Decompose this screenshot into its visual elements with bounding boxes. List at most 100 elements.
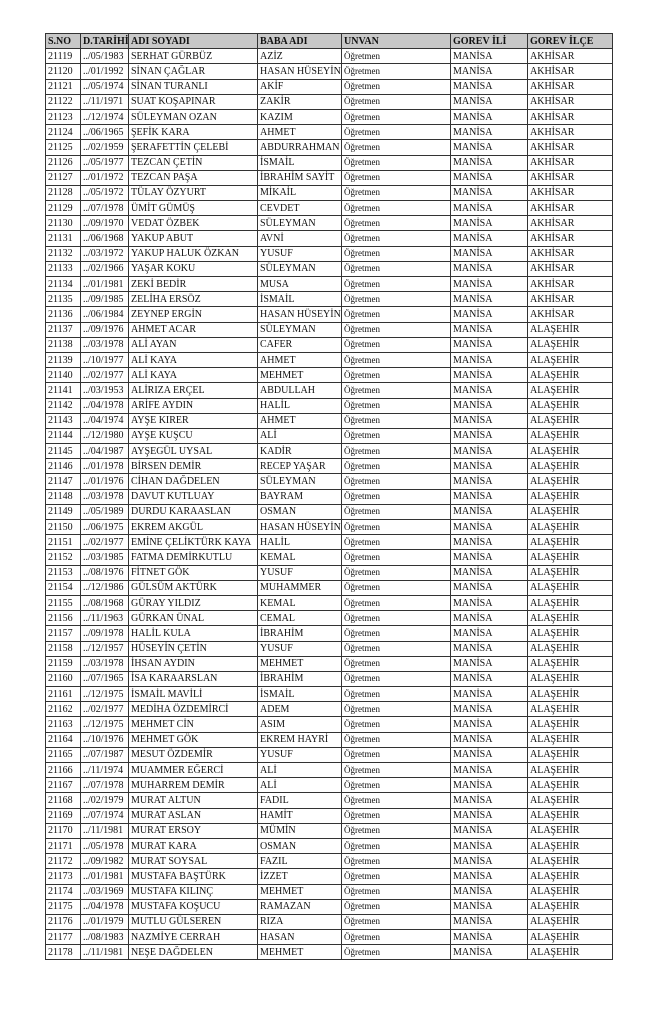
table-cell: MANİSA	[450, 215, 528, 232]
table-cell: AKHİSAR	[527, 306, 613, 323]
table-cell: Öğretmen	[341, 154, 451, 171]
table-cell: 21129	[45, 200, 81, 217]
table-cell: ALAŞEHİR	[527, 853, 613, 870]
table-cell: MANİSA	[450, 898, 528, 915]
table-row: 21124 ../06/1965 ŞEFİK KARA AHMET Öğretmen MA…	[45, 124, 613, 141]
table-row: 21145 ../04/1987 AYŞEGÜL UYSAL KADİR Öğretme…	[45, 443, 613, 460]
table-cell: Öğretmen	[341, 63, 451, 80]
table-cell: NEŞE DAĞDELEN	[128, 944, 258, 961]
table-cell: ALAŞEHİR	[527, 777, 613, 794]
table-row: 21157 ../09/1978 HALİL KULA İBRAHİM Öğretmen…	[45, 625, 613, 642]
table-cell: MURAT ASLAN	[128, 807, 258, 824]
table-cell: YUSUF	[257, 640, 342, 657]
table-cell: HASAN HÜSEYİN	[257, 63, 342, 80]
table-cell: Öğretmen	[341, 245, 451, 262]
table-cell: ALAŞEHİR	[527, 321, 613, 338]
table-cell: ALAŞEHİR	[527, 458, 613, 475]
table-cell: HÜSEYİN ÇETİN	[128, 640, 258, 657]
table-cell: ZEKİ BEDİR	[128, 275, 258, 293]
table-cell: 21124	[45, 124, 81, 141]
table-cell: ../06/1968	[80, 230, 129, 247]
table-cell: ALAŞEHİR	[527, 837, 613, 855]
table-cell: YUSUF	[257, 245, 342, 262]
table-cell: İBRAHİM SAYİT	[257, 169, 342, 186]
table-cell: 21175	[45, 898, 81, 915]
table-cell: Öğretmen	[341, 610, 451, 627]
table-cell: 21152	[45, 549, 81, 566]
table-cell: ../02/1977	[80, 701, 129, 718]
header-cell: GOREV İLÇE	[527, 32, 613, 50]
table-cell: ../02/1977	[80, 367, 129, 384]
table-cell: ../02/1959	[80, 139, 129, 156]
table-cell: MUSTAFA KILINÇ	[128, 883, 258, 900]
table-cell: Öğretmen	[341, 807, 451, 824]
table-cell: AVNİ	[257, 230, 342, 247]
table-cell: Öğretmen	[341, 351, 451, 369]
table-cell: Öğretmen	[341, 777, 451, 794]
table-cell: ../06/1984	[80, 306, 129, 323]
table-cell: 21130	[45, 215, 81, 232]
table-cell: MANİSA	[450, 321, 528, 338]
table-cell: ALAŞEHİR	[527, 701, 613, 718]
table-cell: SÜLEYMAN OZAN	[128, 108, 258, 126]
table-cell: 21159	[45, 655, 81, 672]
table-row: 21177 ../08/1983 NAZMİYE CERRAH HASAN Öğretm…	[45, 929, 613, 946]
table-cell: Öğretmen	[341, 883, 451, 900]
table-cell: ../06/1965	[80, 124, 129, 141]
table-row: 21154 ../12/1986 GÜLSÜM AKTÜRK MUHAMMER Öğre…	[45, 579, 613, 596]
table-cell: ALAŞEHİR	[527, 412, 613, 429]
table-cell: ALAŞEHİR	[527, 655, 613, 672]
table-cell: 21178	[45, 944, 81, 961]
table-cell: ../04/1978	[80, 898, 129, 915]
table-cell: ../08/1976	[80, 564, 129, 581]
table-cell: MANİSA	[450, 807, 528, 824]
table-cell: ŞERAFETTİN ÇELEBİ	[128, 139, 258, 156]
table-cell: İSMAİL	[257, 154, 342, 171]
table-row: 21139 ../10/1977 ALİ KAYA AHMET Öğretmen MANİ…	[45, 351, 613, 369]
table-cell: 21135	[45, 291, 81, 308]
table-cell: 21177	[45, 929, 81, 946]
table-cell: OSMAN	[257, 837, 342, 855]
table-cell: AKHİSAR	[527, 245, 613, 262]
table-cell: ../11/1981	[80, 944, 129, 961]
table-cell: ALAŞEHİR	[527, 686, 613, 703]
table-cell: 21126	[45, 154, 81, 171]
table-cell: ../07/1965	[80, 670, 129, 688]
table-cell: 21157	[45, 625, 81, 642]
table-cell: MİKAİL	[257, 184, 342, 202]
table-row: 21162 ../02/1977 MEDİHA ÖZDEMİRCİ ADEM Öğret…	[45, 701, 613, 718]
table-cell: MANİSA	[450, 564, 528, 581]
table-cell: ../12/1986	[80, 579, 129, 596]
table-cell: HASAN	[257, 929, 342, 946]
table-cell: BİRSEN DEMİR	[128, 458, 258, 475]
table-row: 21172 ../09/1982 MURAT SOYSAL FAZIL Öğretmen…	[45, 853, 613, 870]
table-cell: ALAŞEHİR	[527, 367, 613, 384]
table-cell: İZZET	[257, 868, 342, 885]
table-cell: ../10/1977	[80, 351, 129, 369]
table-cell: MANİSA	[450, 291, 528, 308]
table-cell: ALAŞEHİR	[527, 518, 613, 536]
table-cell: Öğretmen	[341, 518, 451, 536]
table-cell: MANİSA	[450, 336, 528, 353]
table-row: 21135 ../09/1985 ZELİHA ERSÖZ İSMAİL Öğretme…	[45, 291, 613, 308]
table-cell: Öğretmen	[341, 792, 451, 809]
table-row: 21174 ../03/1969 MUSTAFA KILINÇ MEHMET Öğret…	[45, 883, 613, 900]
table-cell: ../01/1992	[80, 63, 129, 80]
table-row: 21169 ../07/1974 MURAT ASLAN HAMİT Öğretmen M…	[45, 807, 613, 824]
table-row: 21165 ../07/1987 MESUT ÖZDEMİR YUSUF Öğretme…	[45, 746, 613, 764]
table-cell: Öğretmen	[341, 367, 451, 384]
table-cell: MEHMET GÖK	[128, 731, 258, 748]
table-cell: 21171	[45, 837, 81, 855]
table-cell: Öğretmen	[341, 670, 451, 688]
table-cell: EKREM AKGÜL	[128, 518, 258, 536]
table-cell: ALİ KAYA	[128, 351, 258, 369]
table-row: 21138 ../03/1978 ALİ AYAN CAFER Öğretmen MANİ…	[45, 336, 613, 353]
table-cell: ASIM	[257, 716, 342, 733]
table-cell: ALAŞEHİR	[527, 761, 613, 779]
table-cell: ALAŞEHİR	[527, 397, 613, 414]
table-cell: MANİSA	[450, 701, 528, 718]
table-cell: Öğretmen	[341, 944, 451, 961]
table-cell: SİNAN TURANLI	[128, 78, 258, 95]
table-cell: 21131	[45, 230, 81, 247]
table-cell: AKHİSAR	[527, 230, 613, 247]
